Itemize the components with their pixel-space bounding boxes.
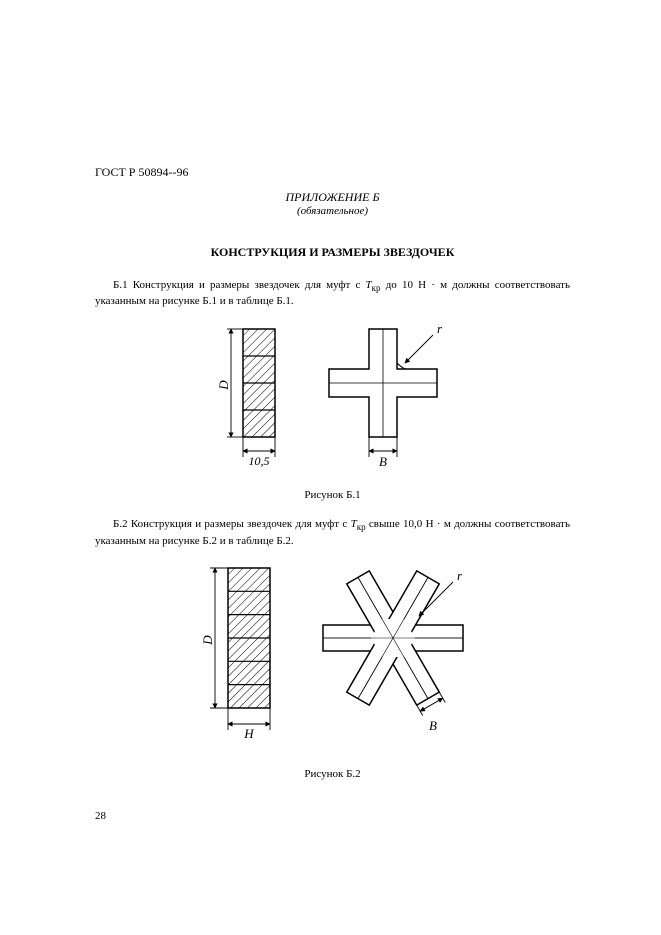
page-number: 28 (95, 810, 106, 822)
figure-b1: D 10,5 r B (95, 319, 570, 479)
fig1-label-D: D (216, 380, 231, 391)
para-b1-text-a: Б.1 Конструкция и размеры звездочек для … (113, 279, 366, 291)
section-title: КОНСТРУКЦИЯ И РАЗМЕРЫ ЗВЕЗДОЧЕК (95, 245, 570, 260)
fig2-label-r: r (457, 568, 463, 583)
fig2-side-view: D H (200, 568, 270, 741)
para-b2-subscript: кр (357, 522, 366, 532)
fig1-label-width: 10,5 (248, 454, 269, 468)
fig2-label-D: D (200, 635, 215, 646)
fig1-front-view: r B (329, 321, 443, 469)
fig2-label-H: H (243, 726, 254, 741)
page-content: ГОСТ Р 50894--96 ПРИЛОЖЕНИЕ Б (обязатель… (95, 165, 570, 796)
fig1-side-view: D 10,5 (216, 329, 275, 468)
paragraph-b1: Б.1 Конструкция и размеры звездочек для … (95, 278, 570, 309)
appendix-subtitle: (обязательное) (95, 205, 570, 217)
figure-b2-caption: Рисунок Б.2 (95, 768, 570, 780)
figure-b1-caption: Рисунок Б.1 (95, 489, 570, 501)
appendix-title: ПРИЛОЖЕНИЕ Б (95, 190, 570, 205)
fig1-label-r: r (437, 321, 443, 336)
paragraph-b2: Б.2 Конструкция и размеры звездочек для … (95, 517, 570, 548)
fig1-label-B: B (379, 454, 387, 469)
para-b2-text-a: Б.2 Конструкция и размеры звездочек для … (113, 518, 351, 530)
para-b1-subscript: кр (372, 283, 381, 293)
document-id: ГОСТ Р 50894--96 (95, 165, 570, 180)
figure-b2: D H (95, 558, 570, 758)
fig2-label-B: B (429, 718, 437, 733)
fig2-front-view: r B (323, 568, 463, 733)
